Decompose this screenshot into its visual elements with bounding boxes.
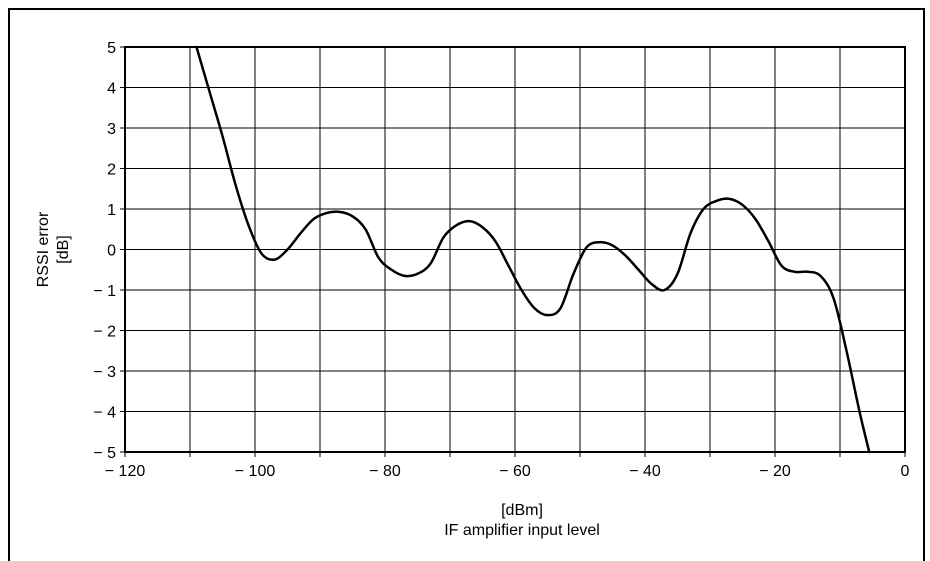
y-axis-unit: [dB]: [55, 235, 72, 263]
x-tick-labels: − 120 − 100 − 80 − 60 − 40 − 20 0: [105, 463, 910, 480]
y-tick-label: 3: [107, 121, 116, 138]
x-axis-title: IF amplifier input level: [444, 522, 600, 539]
x-tick-label: − 40: [629, 463, 661, 480]
y-tick-label: − 3: [93, 364, 116, 381]
y-tick-label: 0: [107, 243, 116, 260]
x-tick-label: − 100: [235, 463, 276, 480]
x-tick-label: − 60: [499, 463, 531, 480]
y-tick-labels: 5 4 3 2 1 0 − 1 − 2 − 3 − 4 − 5: [93, 40, 116, 462]
y-tick-label: 2: [107, 162, 116, 179]
x-tick-label: 0: [901, 463, 910, 480]
series-line: [195, 45, 871, 454]
x-tick-label: − 120: [105, 463, 146, 480]
chart-frame: [8, 8, 925, 561]
y-tick-label: 1: [107, 202, 116, 219]
y-tick-label: − 1: [93, 283, 116, 300]
y-axis-title: RSSI error: [35, 211, 52, 287]
x-tick-label: − 80: [369, 463, 401, 480]
y-tick-label: 4: [107, 81, 116, 98]
y-tick-label: 5: [107, 40, 116, 57]
grid: [120, 46, 906, 457]
y-tick-label: − 5: [93, 445, 116, 462]
x-tick-label: − 20: [759, 463, 791, 480]
x-axis-unit: [dBm]: [501, 502, 543, 519]
plot-area-border: [124, 46, 906, 453]
y-tick-label: − 4: [93, 405, 116, 422]
y-tick-label: − 2: [93, 324, 116, 341]
